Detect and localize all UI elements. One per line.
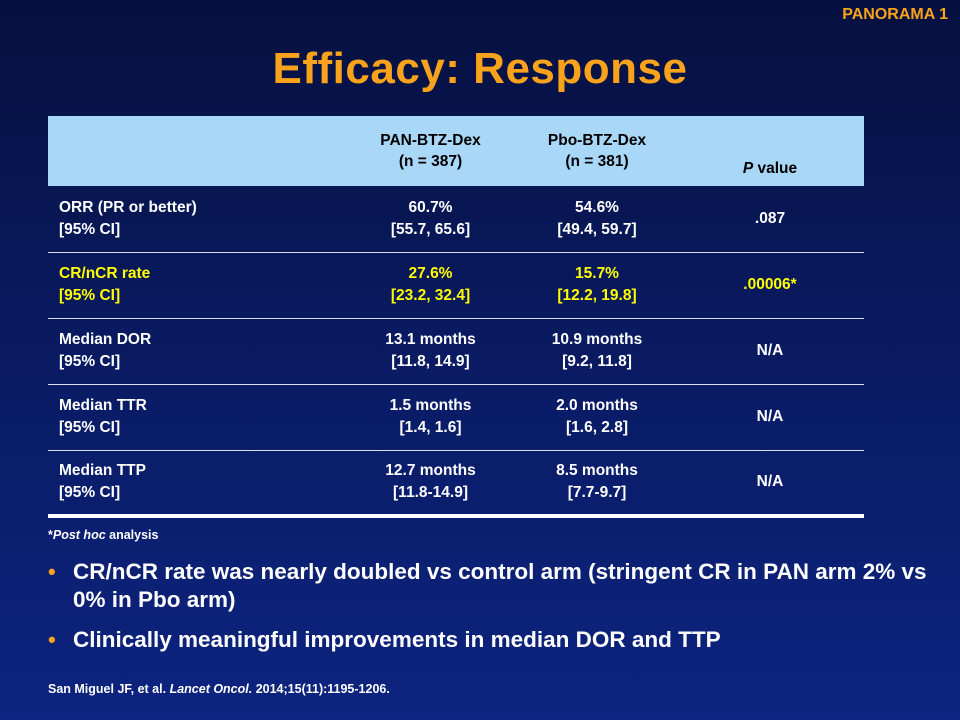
bullet-list: • CR/nCR rate was nearly doubled vs contr… (48, 558, 928, 666)
table-row-ttr: Median TTR [95% CI] 1.5 months [1.4, 1.6] … (48, 384, 864, 450)
row-label-main: Median DOR (59, 331, 152, 348)
pan-value: 13.1 months [11.8, 14.9] (343, 318, 518, 384)
slide-title: Efficacy: Response (272, 44, 688, 93)
header-pan-arm-n: (n = 387) (398, 153, 463, 170)
p-value: N/A (756, 342, 784, 359)
row-label-main: CR/nCR rate (59, 265, 151, 282)
pan-estimate: 1.5 months (389, 397, 472, 414)
table-header-row: PAN-BTZ-Dex (n = 387) Pbo-BTZ-Dex (n = 3… (48, 116, 864, 186)
pbo-ci: [9.2, 11.8] (562, 353, 632, 370)
pan-ci: [55.7, 65.6] (390, 220, 471, 238)
bullet-text: Clinically meaningful improvements in me… (73, 627, 721, 652)
pan-estimate: 12.7 months (385, 462, 476, 480)
row-label-ci: [95% CI] (59, 419, 121, 436)
header-pbo-arm-n: (n = 381) (565, 153, 629, 170)
header-pan-arm-name: PAN-BTZ-Dex (380, 132, 481, 149)
table-row-orr: ORR (PR or better) [95% CI] 60.7% [55.7, 6… (48, 186, 864, 252)
p-value: N/A (756, 473, 784, 491)
row-label: Median DOR [95% CI] (48, 318, 343, 384)
citation-authors: San Miguel JF, et al. (48, 682, 170, 696)
pan-estimate: 27.6% (408, 265, 453, 282)
pbo-ci: [7.7-9.7] (567, 484, 627, 502)
row-label-main: ORR (PR or better) (59, 198, 197, 216)
pbo-estimate: 8.5 months (556, 462, 638, 480)
slide-tag: PANORAMA 1 (842, 6, 948, 23)
response-table: PAN-BTZ-Dex (n = 387) Pbo-BTZ-Dex (n = 3… (48, 116, 864, 518)
pan-ci: [23.2, 32.4] (390, 287, 471, 304)
header-pbo-arm: Pbo-BTZ-Dex (n = 381) (518, 116, 676, 186)
pan-value: 12.7 months [11.8-14.9] (343, 450, 518, 516)
pbo-estimate: 10.9 months (551, 331, 643, 348)
pbo-ci: [12.2, 19.8] (557, 287, 637, 304)
pbo-value: 15.7% [12.2, 19.8] (518, 252, 676, 318)
citation: San Miguel JF, et al. Lancet Oncol. 2014… (48, 682, 390, 696)
p-value: N/A (756, 408, 784, 425)
pan-value: 1.5 months [1.4, 1.6] (343, 384, 518, 450)
row-label-ci: [95% CI] (59, 484, 121, 502)
row-label: Median TTP [95% CI] (48, 450, 343, 516)
header-pbo-arm-name: Pbo-BTZ-Dex (547, 132, 647, 149)
bullet-text: CR/nCR rate was nearly doubled vs contro… (73, 559, 927, 612)
pbo-estimate: 54.6% (575, 198, 619, 216)
row-label: ORR (PR or better) [95% CI] (48, 186, 343, 252)
header-blank-cell (48, 116, 343, 186)
pan-value: 27.6% [23.2, 32.4] (343, 252, 518, 318)
pbo-estimate: 2.0 months (556, 397, 638, 414)
row-label-main: Median TTP (59, 462, 146, 480)
header-p-italic: P (742, 160, 754, 177)
row-label-ci: [95% CI] (59, 287, 121, 304)
pan-ci: [11.8, 14.9] (391, 353, 470, 370)
row-label: Median TTR [95% CI] (48, 384, 343, 450)
bullet-dot-icon: • (48, 627, 56, 652)
table-row-crncr: CR/nCR rate [95% CI] 27.6% [23.2, 32.4] 15… (48, 252, 864, 318)
table-footnote: *Post hoc analysis (48, 528, 159, 542)
pbo-value: 8.5 months [7.7-9.7] (518, 450, 676, 516)
footnote-italic: Post hoc (52, 528, 106, 542)
pbo-value: 2.0 months [1.6, 2.8] (518, 384, 676, 450)
header-p-value: P value (676, 116, 864, 186)
header-p-rest: value (753, 160, 798, 177)
row-label-ci: [95% CI] (59, 220, 121, 238)
bullet-item: • Clinically meaningful improvements in m… (48, 626, 928, 654)
pbo-ci: [1.6, 2.8] (565, 419, 629, 436)
pan-estimate: 60.7% (408, 198, 453, 216)
row-label: CR/nCR rate [95% CI] (48, 252, 343, 318)
table-row-ttp: Median TTP [95% CI] 12.7 months [11.8-14.9… (48, 450, 864, 516)
header-pan-arm: PAN-BTZ-Dex (n = 387) (343, 116, 518, 186)
bullet-dot-icon: • (48, 559, 56, 584)
bullet-item: • CR/nCR rate was nearly doubled vs contr… (48, 558, 928, 614)
row-label-main: Median TTR (59, 397, 147, 414)
citation-journal: Lancet Oncol. (169, 682, 253, 696)
pbo-ci: [49.4, 59.7] (557, 220, 637, 238)
p-value: .00006* (743, 276, 797, 293)
citation-details: 2014;15(11):1195-1206. (252, 682, 390, 696)
pbo-value: 54.6% [49.4, 59.7] (518, 186, 676, 252)
pan-estimate: 13.1 months (385, 331, 476, 348)
pan-value: 60.7% [55.7, 65.6] (343, 186, 518, 252)
pan-ci: [1.4, 1.6] (399, 419, 462, 436)
pbo-estimate: 15.7% (575, 265, 619, 282)
p-value: .087 (754, 209, 786, 227)
footnote-star: * (48, 528, 53, 542)
table-row-dor: Median DOR [95% CI] 13.1 months [11.8, 14.… (48, 318, 864, 384)
pbo-value: 10.9 months [9.2, 11.8] (518, 318, 676, 384)
row-label-ci: [95% CI] (59, 353, 121, 370)
footnote-rest: analysis (105, 528, 159, 542)
pan-ci: [11.8-14.9] (393, 484, 468, 502)
